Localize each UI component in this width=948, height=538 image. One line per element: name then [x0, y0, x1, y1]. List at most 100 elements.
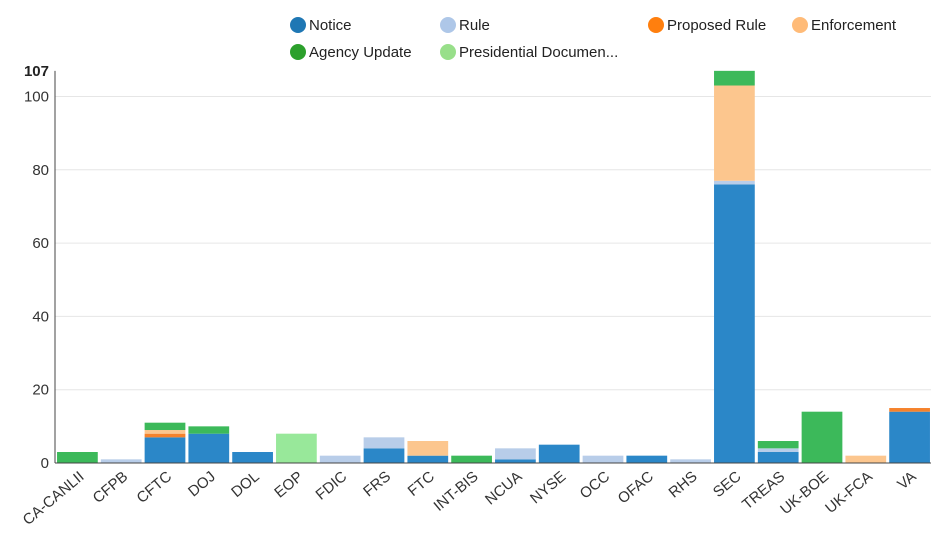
bar-dol-notice[interactable]: [232, 452, 273, 463]
bar-ftc-enforcement[interactable]: [407, 441, 449, 456]
bar-uk-fca-enforcement[interactable]: [845, 455, 887, 463]
x-tick-label-dol: DOL: [228, 468, 263, 501]
x-tick-label-cfpb: CFPB: [90, 468, 132, 507]
bar-uk-boe-agency-update[interactable]: [801, 411, 843, 463]
x-tick-label-va: VA: [894, 468, 919, 493]
bar-va-notice[interactable]: [889, 411, 930, 463]
bar-stack-nyse[interactable]: [538, 444, 580, 463]
bar-stack-eop[interactable]: [276, 433, 317, 463]
legend-label: Presidential Documen...: [459, 44, 618, 61]
x-tick-label-sec: SEC: [710, 468, 745, 501]
bar-rhs-rule[interactable]: [670, 459, 711, 463]
bar-occ-rule[interactable]: [582, 455, 624, 463]
bar-sec-rule[interactable]: [714, 180, 755, 185]
bar-sec-enforcement[interactable]: [714, 85, 755, 181]
bar-stack-rhs[interactable]: [670, 459, 711, 463]
x-tick-label-ncua: NCUA: [482, 468, 525, 508]
legend-swatch: [440, 17, 456, 33]
bar-cfpb-rule[interactable]: [100, 459, 142, 463]
x-tick-label-cftc: CFTC: [134, 468, 176, 507]
bar-treas-rule[interactable]: [757, 448, 799, 453]
x-tick-label-ofac: OFAC: [615, 468, 657, 507]
bar-ncua-notice[interactable]: [495, 459, 536, 463]
legend-item-proposed-rule[interactable]: Proposed Rule: [648, 17, 766, 34]
y-tick-label-100: 100: [24, 89, 49, 106]
legend-item-agency-update[interactable]: Agency Update: [290, 44, 412, 61]
bar-va-proposed-rule[interactable]: [889, 408, 930, 412]
bar-stack-cfpb[interactable]: [100, 459, 142, 463]
bar-stack-ofac[interactable]: [626, 455, 668, 463]
x-tick-label-fdic: FDIC: [313, 468, 351, 504]
bar-stack-ncua[interactable]: [495, 448, 536, 463]
legend-label: Enforcement: [811, 17, 897, 34]
legend: Notice Rule Proposed Rule Enforcement Agency…: [290, 17, 897, 61]
bar-int-bis-agency-update[interactable]: [451, 455, 492, 463]
y-tick-label-60: 60: [32, 235, 49, 252]
x-tick-label-doj: DOJ: [185, 468, 219, 500]
bar-ncua-rule[interactable]: [495, 448, 536, 460]
bar-stack-sec[interactable]: [714, 70, 755, 463]
bars: [57, 70, 930, 463]
bar-stack-doj[interactable]: [188, 426, 230, 463]
bar-stack-va[interactable]: [889, 408, 930, 463]
legend-swatch: [440, 44, 456, 60]
x-tick-label-rhs: RHS: [665, 468, 700, 501]
legend-label: Rule: [459, 17, 490, 34]
x-tick-label-occ: OCC: [577, 468, 614, 503]
legend-label: Notice: [309, 17, 352, 34]
x-tick-label-uk-fca: UK-FCA: [822, 468, 876, 517]
bar-doj-notice[interactable]: [188, 433, 230, 463]
legend-item-enforcement[interactable]: Enforcement: [792, 17, 897, 34]
bar-ofac-notice[interactable]: [626, 455, 668, 463]
bar-treas-notice[interactable]: [757, 452, 799, 463]
bar-ca-canlii-agency-update[interactable]: [57, 452, 98, 463]
legend-label: Agency Update: [309, 44, 412, 61]
bar-doj-agency-update[interactable]: [188, 426, 230, 434]
y-tick-label-0: 0: [41, 455, 49, 472]
x-tick-label-ca-canlii: CA-CANLII: [20, 468, 88, 529]
legend-swatch: [792, 17, 808, 33]
bar-cftc-notice[interactable]: [144, 437, 186, 463]
bar-stack-uk-fca[interactable]: [845, 455, 887, 463]
bar-stack-occ[interactable]: [582, 455, 624, 463]
bar-cftc-enforcement[interactable]: [144, 430, 186, 434]
x-tick-label-nyse: NYSE: [527, 468, 569, 507]
bar-stack-ca-canlii[interactable]: [57, 452, 98, 463]
y-max-label: 107: [24, 63, 49, 80]
bar-cftc-agency-update[interactable]: [144, 422, 186, 431]
bar-stack-int-bis[interactable]: [451, 455, 492, 463]
bar-fdic-rule[interactable]: [319, 455, 361, 463]
bar-stack-ftc[interactable]: [407, 441, 449, 463]
bar-frs-notice[interactable]: [363, 448, 405, 463]
legend-swatch: [648, 17, 664, 33]
bar-stack-treas[interactable]: [757, 441, 799, 463]
bar-nyse-notice[interactable]: [538, 444, 580, 463]
bar-sec-agency-update[interactable]: [714, 70, 755, 86]
bar-stack-cftc[interactable]: [144, 422, 186, 463]
y-tick-label-40: 40: [32, 308, 49, 325]
x-tick-label-uk-boe: UK-BOE: [777, 468, 832, 518]
bar-stack-uk-boe[interactable]: [801, 411, 843, 463]
bar-ftc-notice[interactable]: [407, 455, 449, 463]
x-tick-label-frs: FRS: [360, 468, 394, 500]
bar-frs-rule[interactable]: [363, 437, 405, 449]
legend-label: Proposed Rule: [667, 17, 766, 34]
legend-item-notice[interactable]: Notice: [290, 17, 352, 34]
legend-item-rule[interactable]: Rule: [440, 17, 490, 34]
y-tick-label-20: 20: [32, 382, 49, 399]
bar-sec-notice[interactable]: [714, 184, 755, 463]
x-tick-label-int-bis: INT-BIS: [431, 468, 482, 515]
bar-stack-frs[interactable]: [363, 437, 405, 463]
bar-treas-agency-update[interactable]: [757, 441, 799, 449]
bar-cftc-proposed-rule[interactable]: [144, 433, 186, 438]
bar-eop-presidential-documen[interactable]: [276, 433, 317, 463]
legend-swatch: [290, 44, 306, 60]
legend-item-presidential-documen[interactable]: Presidential Documen...: [440, 44, 618, 61]
bar-stack-fdic[interactable]: [319, 455, 361, 463]
x-tick-label-ftc: FTC: [405, 468, 438, 500]
bar-stack-dol[interactable]: [232, 452, 273, 463]
legend-swatch: [290, 17, 306, 33]
x-tick-label-eop: EOP: [271, 468, 306, 501]
